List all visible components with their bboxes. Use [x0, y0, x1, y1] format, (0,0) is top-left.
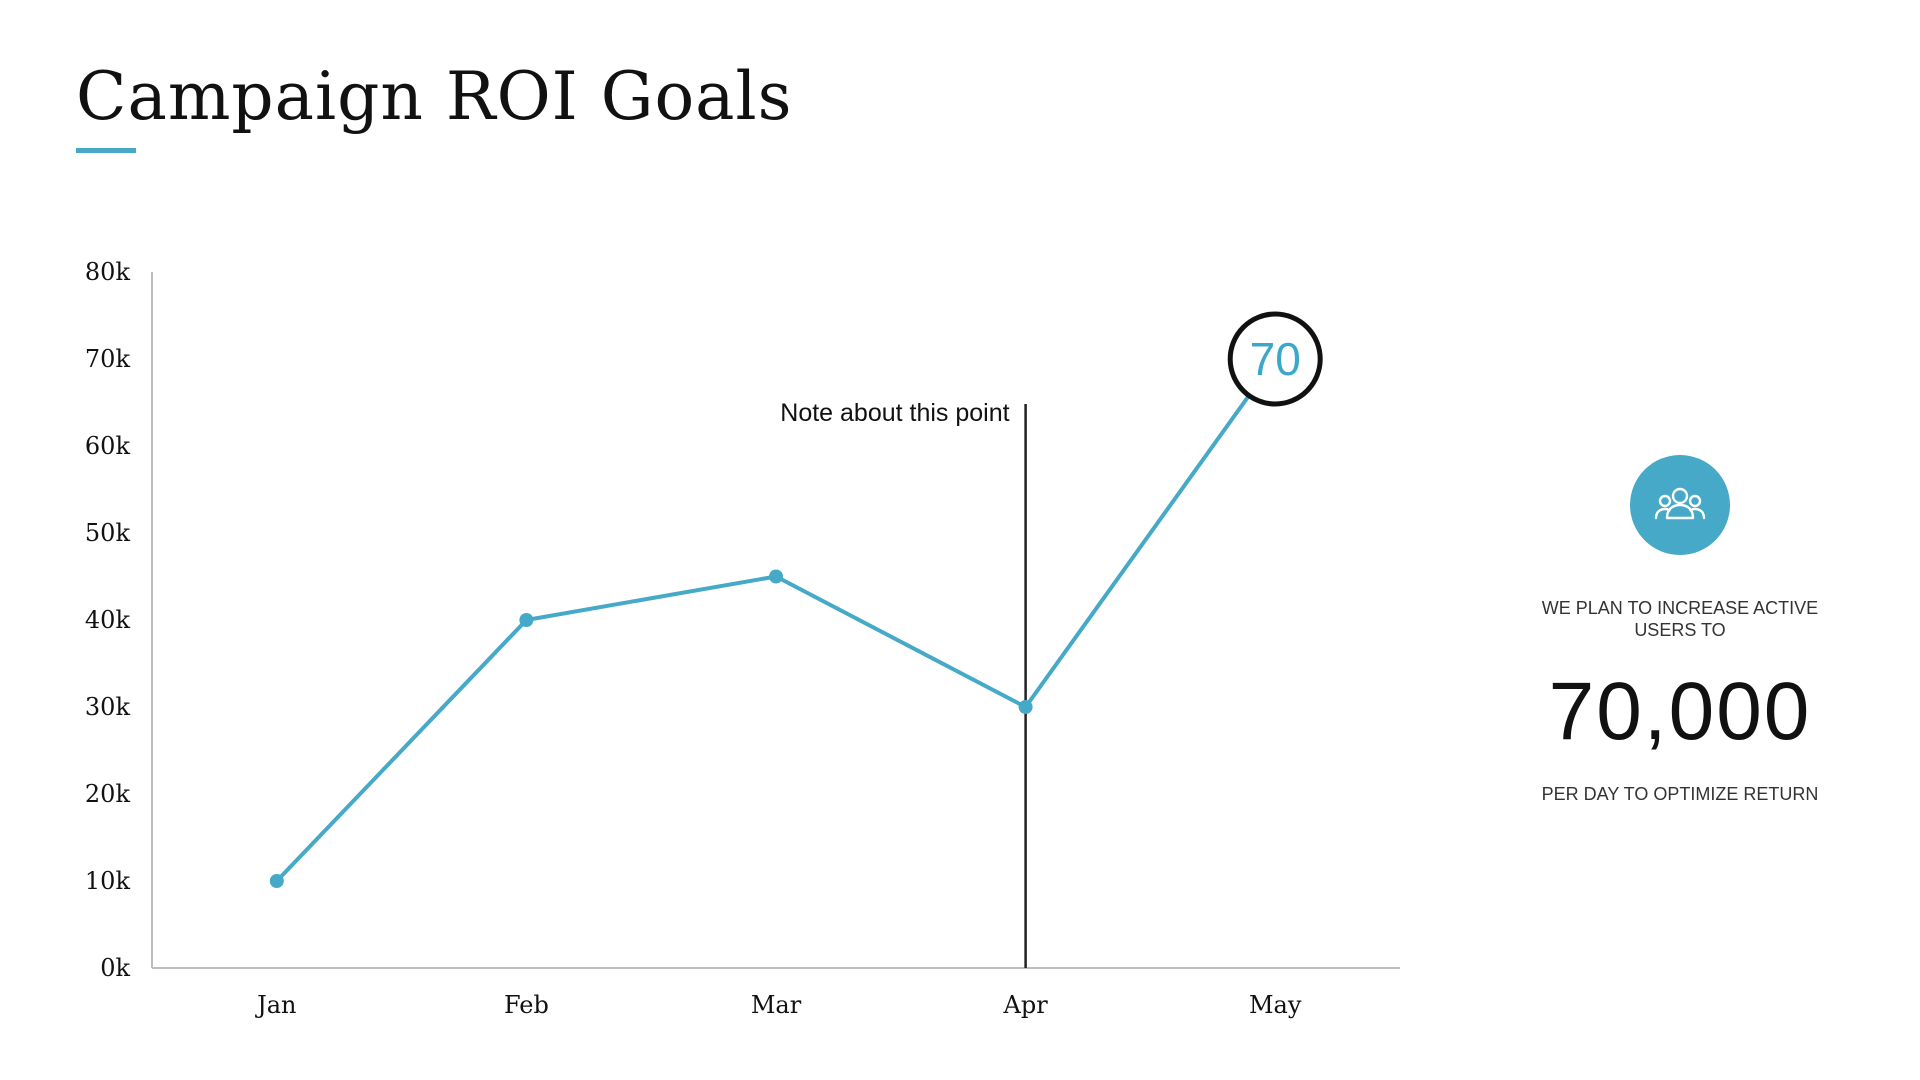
- slide-title: Campaign ROI Goals: [76, 58, 793, 135]
- y-tick-label: 0k: [100, 954, 130, 982]
- y-tick-label: 50k: [85, 519, 131, 547]
- y-tick-label: 10k: [85, 867, 131, 895]
- stat-outro-text: PER DAY TO OPTIMIZE RETURN: [1541, 784, 1819, 804]
- data-point: [269, 874, 284, 888]
- y-tick-label: 70k: [85, 345, 131, 373]
- x-tick-label: Apr: [1003, 991, 1049, 1019]
- y-tick-label: 30k: [85, 693, 131, 721]
- x-tick-label: Mar: [751, 991, 802, 1019]
- series-line: [274, 357, 1278, 883]
- stat-intro-text: WE PLAN TO INCREASE ACTIVE USERS TO: [1541, 598, 1819, 640]
- users-icon: [1630, 455, 1730, 555]
- y-tick-label: 80k: [85, 258, 131, 286]
- x-tick-label: May: [1249, 991, 1302, 1019]
- data-point: [519, 613, 534, 627]
- x-tick-label: Feb: [504, 991, 549, 1019]
- x-tick-label: Jan: [254, 991, 296, 1019]
- title-underline: [76, 148, 136, 153]
- y-tick-label: 40k: [85, 606, 131, 634]
- callout-circle: [1227, 311, 1323, 407]
- y-tick-label: 20k: [85, 780, 131, 808]
- annotation-label: Note about this point: [780, 399, 1009, 427]
- y-tick-label: 60k: [85, 432, 131, 460]
- data-point: [1018, 700, 1033, 714]
- stat-panel: WE PLAN TO INCREASE ACTIVE USERS TO 70,0…: [1500, 455, 1860, 805]
- stat-value: 70,000: [1548, 666, 1812, 757]
- data-point: [769, 569, 783, 584]
- callout-label: 70: [1250, 333, 1301, 385]
